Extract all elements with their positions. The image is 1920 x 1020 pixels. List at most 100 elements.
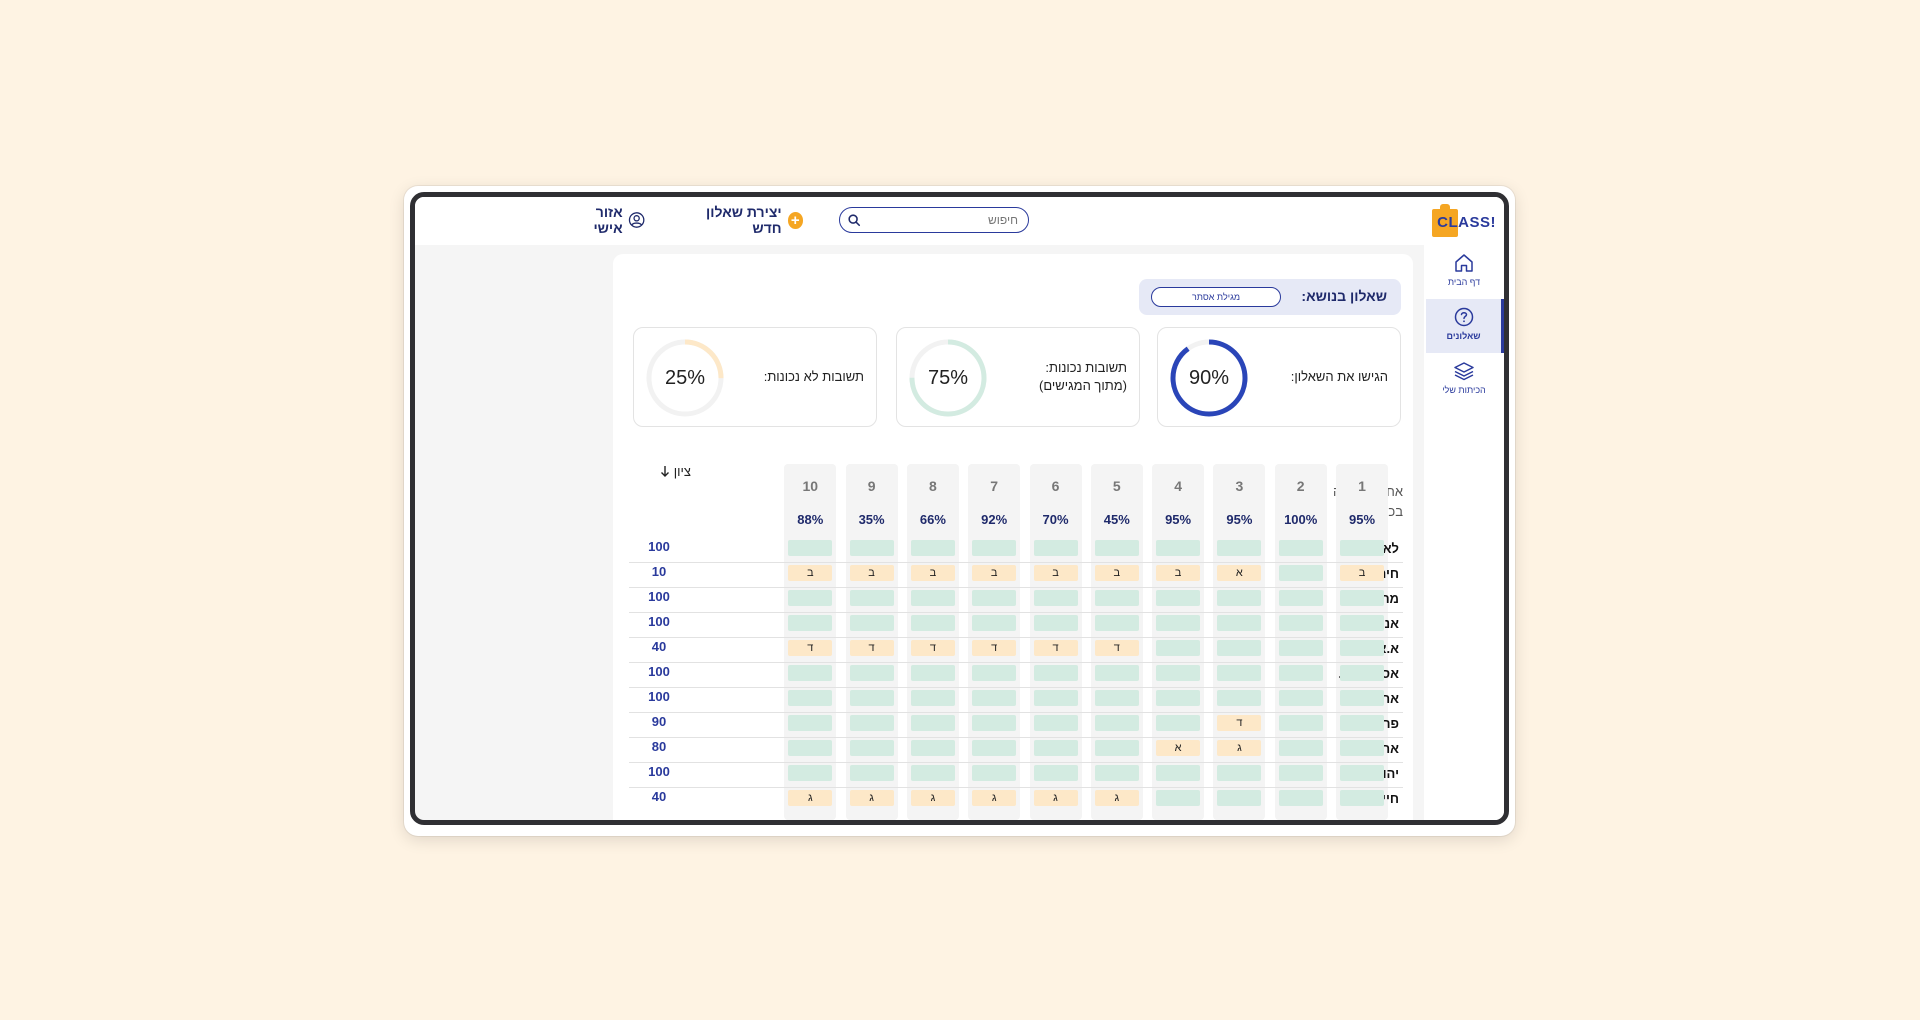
answer-cell-wrong[interactable]: ג: [1217, 740, 1262, 756]
answer-cell-correct[interactable]: [1217, 790, 1262, 806]
question-number[interactable]: 6: [1051, 478, 1060, 494]
answer-cell-correct[interactable]: [1033, 765, 1078, 781]
question-number[interactable]: 10: [802, 478, 819, 494]
answer-cell-correct[interactable]: [788, 540, 833, 556]
sidebar-item-home[interactable]: דף הבית: [1426, 245, 1502, 299]
answer-cell-correct[interactable]: [788, 665, 833, 681]
answer-cell-correct[interactable]: [1340, 765, 1384, 781]
answer-cell-wrong[interactable]: ד: [788, 640, 833, 656]
answer-cell-correct[interactable]: [1033, 540, 1078, 556]
search-input[interactable]: [864, 211, 1018, 229]
answer-cell-correct[interactable]: [849, 715, 894, 731]
answer-cell-correct[interactable]: [849, 540, 894, 556]
search-icon[interactable]: [847, 213, 861, 227]
answer-cell-correct[interactable]: [1156, 590, 1201, 606]
answer-cell-correct[interactable]: [972, 740, 1017, 756]
answer-cell-correct[interactable]: [910, 690, 955, 706]
answer-cell-correct[interactable]: [1278, 790, 1323, 806]
answer-cell-correct[interactable]: [1094, 665, 1139, 681]
answer-cell-correct[interactable]: [788, 715, 833, 731]
answer-cell-correct[interactable]: [1278, 765, 1323, 781]
answer-cell-wrong[interactable]: ד: [972, 640, 1017, 656]
answer-cell-correct[interactable]: [1156, 640, 1201, 656]
question-number[interactable]: 5: [1112, 478, 1121, 494]
answer-cell-correct[interactable]: [910, 665, 955, 681]
answer-cell-correct[interactable]: [910, 740, 955, 756]
answer-cell-wrong[interactable]: ד: [1217, 715, 1262, 731]
personal-area-button[interactable]: אזור אישי: [565, 204, 645, 236]
question-number[interactable]: 8: [928, 478, 937, 494]
answer-cell-correct[interactable]: [1340, 740, 1384, 756]
new-questionnaire-button[interactable]: + יצירת שאלון חדש: [683, 204, 803, 236]
question-number[interactable]: 2: [1296, 478, 1305, 494]
answer-cell-wrong[interactable]: ד: [1033, 640, 1078, 656]
answer-cell-correct[interactable]: [849, 615, 894, 631]
answer-cell-correct[interactable]: [910, 615, 955, 631]
answer-cell-correct[interactable]: [972, 665, 1017, 681]
answer-cell-wrong[interactable]: ב: [788, 565, 833, 581]
question-number[interactable]: 3: [1235, 478, 1244, 494]
answer-cell-correct[interactable]: [972, 615, 1017, 631]
answer-cell-wrong[interactable]: ג: [972, 790, 1017, 806]
answer-cell-correct[interactable]: [788, 740, 833, 756]
answer-cell-wrong[interactable]: ב: [849, 565, 894, 581]
answer-cell-correct[interactable]: [849, 765, 894, 781]
question-number[interactable]: 4: [1174, 478, 1182, 494]
answer-cell-wrong[interactable]: ב: [972, 565, 1017, 581]
answer-cell-correct[interactable]: [1033, 740, 1078, 756]
answer-cell-correct[interactable]: [972, 690, 1017, 706]
answer-cell-correct[interactable]: [1278, 615, 1323, 631]
answer-cell-correct[interactable]: [788, 590, 833, 606]
answer-cell-correct[interactable]: [1217, 690, 1262, 706]
answer-cell-correct[interactable]: [1217, 615, 1262, 631]
grade-sort-button[interactable]: ציון: [641, 462, 691, 480]
answer-cell-correct[interactable]: [972, 540, 1017, 556]
answer-cell-wrong[interactable]: א: [1156, 740, 1201, 756]
answer-cell-correct[interactable]: [1156, 615, 1201, 631]
answer-cell-correct[interactable]: [1340, 690, 1384, 706]
answer-cell-correct[interactable]: [1340, 715, 1384, 731]
answer-cell-correct[interactable]: [788, 690, 833, 706]
answer-cell-wrong[interactable]: א: [1217, 565, 1262, 581]
answer-cell-correct[interactable]: [1094, 715, 1139, 731]
question-number[interactable]: 9: [867, 478, 876, 494]
answer-cell-correct[interactable]: [1156, 765, 1201, 781]
answer-cell-correct[interactable]: [1033, 690, 1078, 706]
answer-cell-correct[interactable]: [1340, 790, 1384, 806]
answer-cell-correct[interactable]: [1156, 690, 1201, 706]
answer-cell-correct[interactable]: [1033, 665, 1078, 681]
answer-cell-correct[interactable]: [849, 590, 894, 606]
answer-cell-correct[interactable]: [849, 665, 894, 681]
answer-cell-wrong[interactable]: ג: [1094, 790, 1139, 806]
answer-cell-correct[interactable]: [1094, 765, 1139, 781]
answer-cell-correct[interactable]: [910, 540, 955, 556]
answer-cell-correct[interactable]: [910, 765, 955, 781]
answer-cell-correct[interactable]: [1094, 590, 1139, 606]
answer-cell-correct[interactable]: [1278, 740, 1323, 756]
answer-cell-wrong[interactable]: ב: [1340, 565, 1384, 581]
answer-cell-correct[interactable]: [972, 765, 1017, 781]
sidebar-item-questionnaires[interactable]: שאלונים: [1426, 299, 1504, 353]
answer-cell-correct[interactable]: [1033, 615, 1078, 631]
logo[interactable]: CLASS!: [1422, 203, 1498, 239]
topic-value[interactable]: מגילת אסתר: [1151, 287, 1281, 307]
answer-cell-correct[interactable]: [788, 615, 833, 631]
answer-cell-wrong[interactable]: ב: [1033, 565, 1078, 581]
answer-cell-wrong[interactable]: ב: [1156, 565, 1201, 581]
answer-cell-correct[interactable]: [1278, 565, 1323, 581]
answer-cell-wrong[interactable]: ד: [849, 640, 894, 656]
answer-cell-correct[interactable]: [1340, 640, 1384, 656]
answer-cell-correct[interactable]: [1278, 690, 1323, 706]
answer-cell-correct[interactable]: [1217, 765, 1262, 781]
answer-cell-correct[interactable]: [1340, 590, 1384, 606]
answer-cell-correct[interactable]: [910, 715, 955, 731]
answer-cell-correct[interactable]: [1156, 715, 1201, 731]
answer-cell-correct[interactable]: [788, 765, 833, 781]
answer-cell-correct[interactable]: [1156, 665, 1201, 681]
answer-cell-correct[interactable]: [972, 590, 1017, 606]
answer-cell-wrong[interactable]: ד: [1094, 640, 1139, 656]
answer-cell-wrong[interactable]: ב: [910, 565, 955, 581]
answer-cell-correct[interactable]: [849, 740, 894, 756]
answer-cell-correct[interactable]: [1217, 665, 1262, 681]
answer-cell-correct[interactable]: [1340, 665, 1384, 681]
